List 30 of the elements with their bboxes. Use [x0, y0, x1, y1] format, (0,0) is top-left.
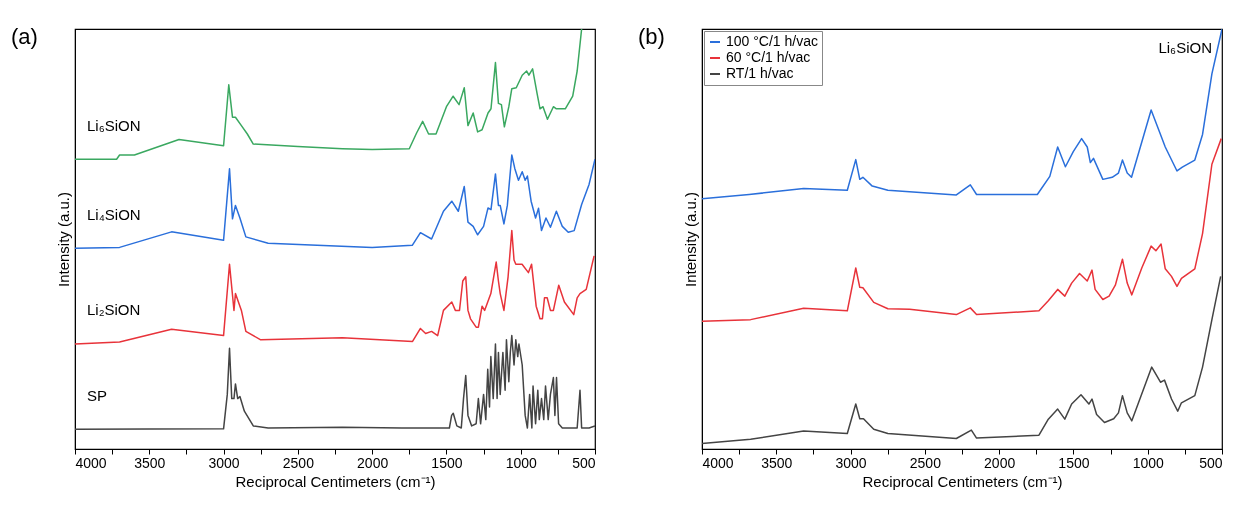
series-label: Li₂SiON: [87, 301, 141, 319]
x-tick-label: 1500: [1058, 454, 1090, 471]
x-tick-label: 1500: [431, 454, 463, 471]
x-tick-label: 3500: [761, 454, 793, 471]
x-tick-label: 3000: [208, 454, 240, 471]
x-tick-label: 2500: [909, 454, 942, 471]
x-tick-label: 4000: [75, 454, 107, 471]
legend-label: 60 °C/1 h/vac: [726, 49, 811, 65]
legend-label: 100 °C/1 h/vac: [726, 33, 818, 49]
x-tick-label: 2000: [357, 454, 389, 471]
x-tick-label: 1000: [1132, 454, 1164, 471]
x-tick-label: 4000: [702, 454, 734, 471]
series-label: Li₄SiON: [87, 205, 141, 223]
x-tick-label: 500: [572, 454, 596, 471]
chart-title: (a): [11, 24, 38, 49]
chart-title: (b): [638, 24, 665, 49]
x-tick-label: 3000: [835, 454, 867, 471]
x-tick-label: 1000: [505, 454, 537, 471]
x-tick-label: 2000: [984, 454, 1016, 471]
series-label: SP: [87, 386, 108, 404]
y-axis-title: Intensity (a.u.): [54, 191, 72, 288]
x-tick-label: 3500: [134, 454, 166, 471]
x-axis-title: Reciprocal Centimeters (cm⁻¹): [862, 472, 1063, 490]
annotation: Li₆SiON: [1158, 39, 1212, 56]
x-tick-label: 500: [1199, 454, 1223, 471]
legend-label: RT/1 h/vac: [726, 65, 794, 81]
y-axis-title: Intensity (a.u.): [681, 191, 699, 288]
x-tick-label: 2500: [282, 454, 315, 471]
x-axis-title: Reciprocal Centimeters (cm⁻¹): [235, 472, 436, 490]
series-label: Li₆SiON: [87, 116, 141, 134]
